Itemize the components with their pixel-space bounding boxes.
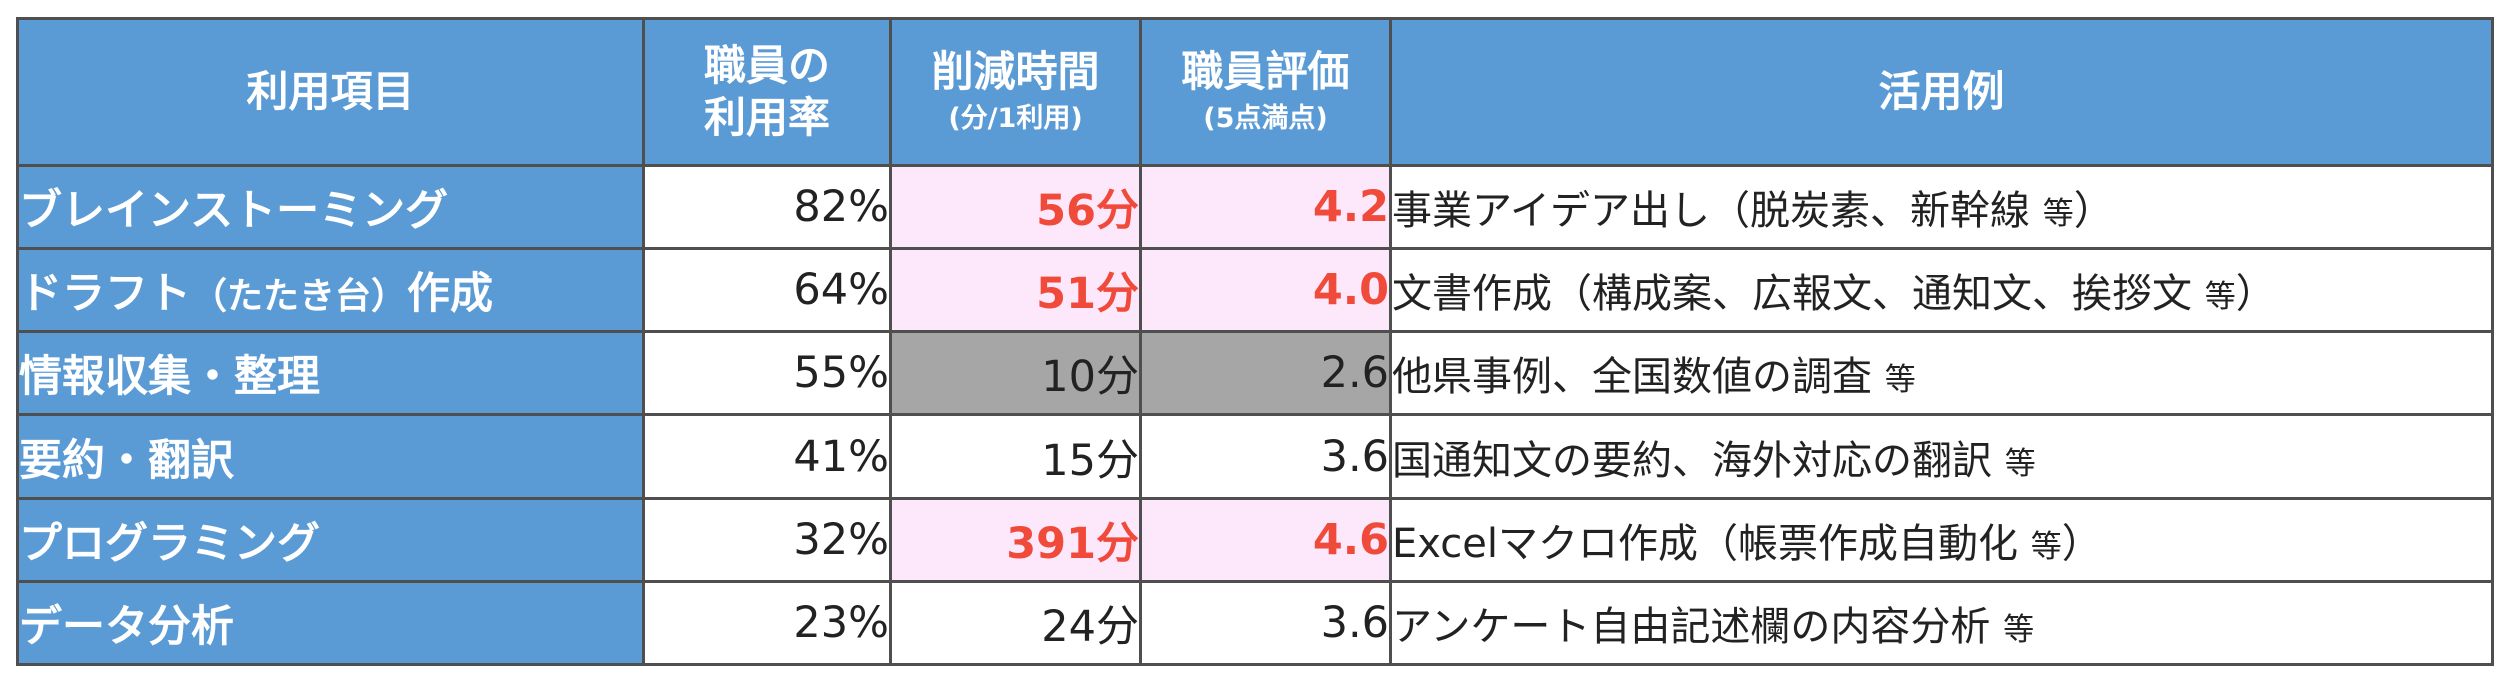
rating-cell: 3.6 — [1139, 413, 1392, 500]
usage-rate-cell: 32% — [642, 496, 892, 583]
header-row: 利用項目 職員の 利用率 削減時間 (分/1利用) 職員評価 (5点満点) 活用… — [16, 17, 2494, 167]
table-row: ドラフト（たたき台）作成 64% 51分 4.0 文書作成（構成案、広報文、通知文、挨拶… — [16, 247, 2494, 334]
usage-item-label: 要約・翻訳 — [19, 435, 235, 486]
example-close: ） — [2235, 271, 2276, 318]
example-etc: 等 — [2030, 528, 2062, 565]
example-close: ） — [2073, 188, 2114, 235]
example-cell: 他県事例、全国数値の調査 等 — [1389, 330, 2494, 417]
usage-item-cell: データ分析 — [16, 579, 645, 667]
usage-item-cell: ドラフト（たたき台）作成 — [16, 247, 645, 334]
example-etc: 等 — [2042, 196, 2074, 233]
time-saved-cell: 51分 — [889, 247, 1142, 334]
rating-cell: 3.6 — [1139, 579, 1392, 667]
example-etc: 等 — [2204, 279, 2236, 316]
usage-item-label: ブレインストーミング — [19, 186, 449, 237]
usage-item-cell: 要約・翻訳 — [16, 413, 645, 500]
header-example: 活用例 — [1389, 17, 2494, 167]
usage-rate-cell: 55% — [642, 330, 892, 417]
usage-item-cell: 情報収集・整理 — [16, 330, 645, 417]
example-cell: 事業アイデア出し（脱炭素、新幹線 等） — [1389, 163, 2494, 251]
header-rating: 職員評価 (5点満点) — [1139, 17, 1392, 167]
example-etc: 等 — [1884, 362, 1916, 399]
example-text: 事業アイデア出し（脱炭素、新幹線 — [1392, 188, 2031, 235]
example-etc: 等 — [2004, 445, 2036, 482]
usage-rate-cell: 23% — [642, 579, 892, 667]
header-item: 利用項目 — [16, 17, 645, 167]
example-text: 他県事例、全国数値の調査 — [1392, 354, 1873, 401]
table-row: データ分析 23% 24分 3.6 アンケート自由記述欄の内容分析 等 — [16, 579, 2494, 667]
usage-rate-cell: 82% — [642, 163, 892, 251]
header-usage-rate: 職員の 利用率 — [642, 17, 892, 167]
table-row: 要約・翻訳 41% 15分 3.6 国通知文の要約、海外対応の翻訳 等 — [16, 413, 2494, 500]
example-text: 国通知文の要約、海外対応の翻訳 — [1392, 437, 1993, 484]
example-text: アンケート自由記述欄の内容分析 — [1392, 603, 1991, 650]
time-saved-cell: 56分 — [889, 163, 1142, 251]
example-text: Excelマクロ作成（帳票作成自動化 — [1392, 520, 2018, 567]
rating-cell: 4.6 — [1139, 496, 1392, 583]
example-cell: 文書作成（構成案、広報文、通知文、挨拶文 等） — [1389, 247, 2494, 334]
ai-usage-table: 利用項目 職員の 利用率 削減時間 (分/1利用) 職員評価 (5点満点) 活用… — [16, 17, 2494, 667]
example-close: ） — [2061, 520, 2102, 567]
usage-item-paren: （たたき台） — [191, 276, 408, 318]
time-saved-cell: 15分 — [889, 413, 1142, 500]
usage-rate-cell: 41% — [642, 413, 892, 500]
time-saved-cell: 10分 — [889, 330, 1142, 417]
table-row: プログラミング 32% 391分 4.6 Excelマクロ作成（帳票作成自動化 等） — [16, 496, 2494, 583]
usage-item-cell: プログラミング — [16, 496, 645, 583]
header-time-saved: 削減時間 (分/1利用) — [889, 17, 1142, 167]
example-etc: 等 — [2003, 611, 2035, 648]
table-row: ブレインストーミング 82% 56分 4.2 事業アイデア出し（脱炭素、新幹線 等） — [16, 163, 2494, 251]
table-row: 情報収集・整理 55% 10分 2.6 他県事例、全国数値の調査 等 — [16, 330, 2494, 417]
usage-item-label: 情報収集・整理 — [19, 352, 321, 403]
usage-item-label: データ分析 — [19, 601, 235, 652]
example-cell: アンケート自由記述欄の内容分析 等 — [1389, 579, 2494, 667]
usage-rate-cell: 64% — [642, 247, 892, 334]
example-cell: 国通知文の要約、海外対応の翻訳 等 — [1389, 413, 2494, 500]
example-cell: Excelマクロ作成（帳票作成自動化 等） — [1389, 496, 2494, 583]
usage-item-label: プログラミング — [19, 518, 321, 569]
rating-cell: 4.2 — [1139, 163, 1392, 251]
rating-cell: 2.6 — [1139, 330, 1392, 417]
example-text: 文書作成（構成案、広報文、通知文、挨拶文 — [1392, 271, 2193, 318]
rating-cell: 4.0 — [1139, 247, 1392, 334]
time-saved-cell: 391分 — [889, 496, 1142, 583]
usage-item-suffix: 作成 — [407, 269, 494, 320]
time-saved-cell: 24分 — [889, 579, 1142, 667]
usage-item-label: ドラフト — [19, 269, 192, 320]
usage-item-cell: ブレインストーミング — [16, 163, 645, 251]
